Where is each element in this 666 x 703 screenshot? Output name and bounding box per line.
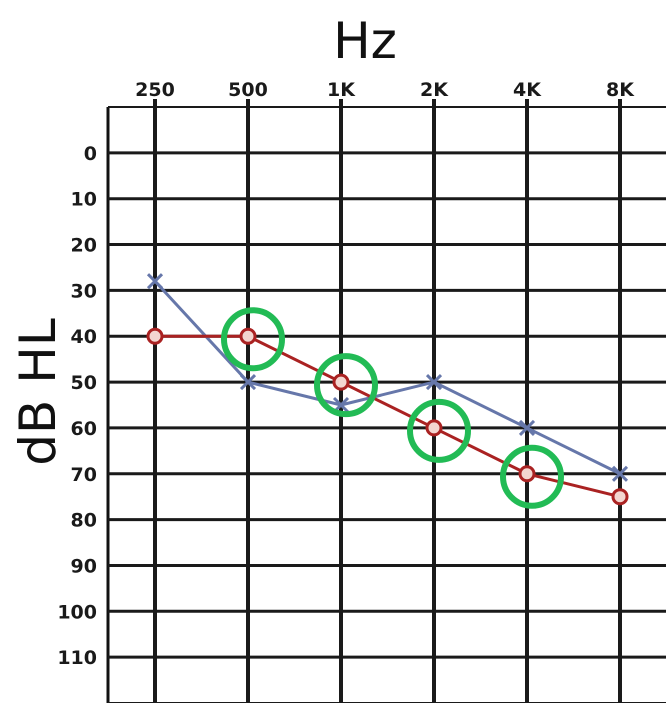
x-tick-label: 1K — [327, 79, 356, 101]
y-tick-label: 50 — [71, 372, 97, 394]
y-tick-label: 60 — [71, 418, 97, 440]
x-tick-label: 500 — [228, 79, 268, 101]
grid — [106, 99, 666, 703]
series-2-point — [239, 327, 257, 345]
series-2-point — [518, 465, 536, 483]
series-2-point — [146, 327, 164, 345]
tick-labels: 250 500 1K 2K 4K 8K 0 10 20 30 40 50 60 70 80 90 100 110 — [57, 79, 635, 669]
series-1-point — [518, 419, 536, 436]
highlight-circle — [500, 444, 564, 509]
cross-marker-stroke — [239, 374, 257, 391]
cross-marker-stroke — [518, 419, 536, 436]
y-tick-label: 80 — [71, 510, 97, 532]
y-tick-label: 20 — [71, 235, 97, 257]
x-tick-label: 4K — [513, 79, 542, 101]
cross-marker-stroke — [425, 374, 443, 391]
highlight-layer — [221, 307, 564, 509]
cross-marker-stroke — [146, 273, 164, 290]
y-tick-label: 90 — [71, 555, 97, 577]
series-2-point — [332, 373, 350, 391]
y-tick-label: 100 — [57, 601, 97, 623]
series-layer — [146, 273, 629, 506]
series-1-point — [239, 374, 257, 391]
y-tick-label: 0 — [84, 143, 97, 165]
series-line-2 — [155, 334, 621, 499]
series-1-point — [611, 465, 629, 482]
y-tick-label: 110 — [57, 647, 97, 669]
series-line-1 — [153, 280, 621, 476]
series-2-point — [425, 419, 443, 437]
y-tick-label: 70 — [71, 464, 97, 486]
x-tick-label: 8K — [606, 79, 635, 101]
series-1-point — [425, 374, 443, 391]
y-axis-title: dB HL — [9, 318, 67, 466]
x-axis-title: Hz — [333, 12, 397, 70]
y-tick-label: 40 — [71, 326, 97, 348]
x-tick-label: 250 — [135, 79, 175, 101]
series-1-point — [146, 273, 164, 290]
highlight-circle — [221, 307, 285, 372]
y-tick-label: 30 — [71, 280, 97, 302]
x-tick-label: 2K — [420, 79, 449, 101]
series-2-point — [611, 488, 629, 506]
cross-marker-stroke — [611, 465, 629, 482]
highlight-circle — [314, 353, 378, 418]
highlight-circle — [407, 398, 471, 463]
y-tick-label: 10 — [71, 189, 97, 211]
